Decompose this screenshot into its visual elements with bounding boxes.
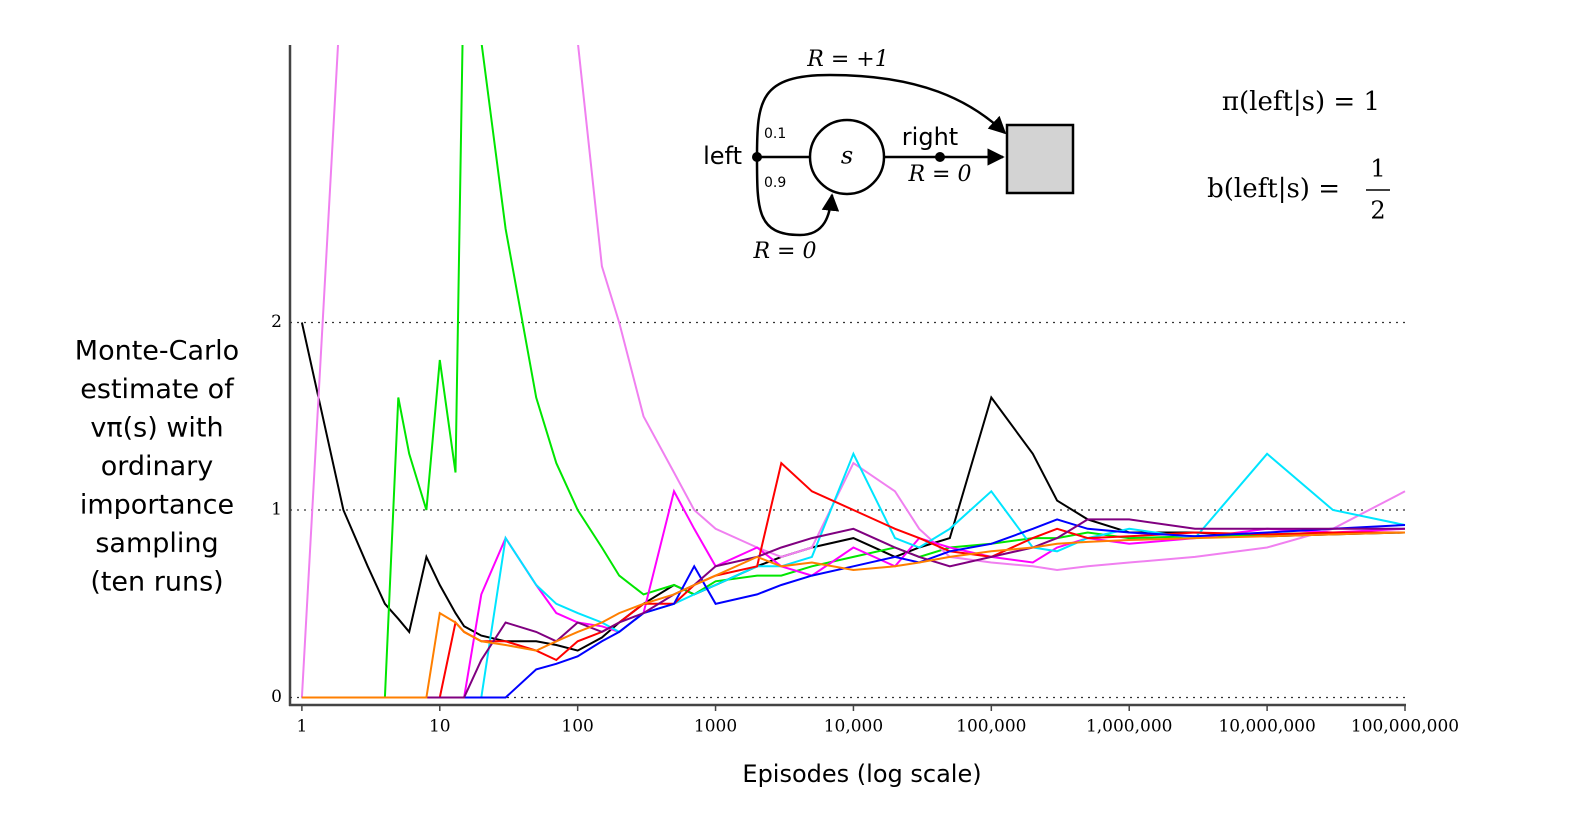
series-line xyxy=(301,518,1405,699)
diagram xyxy=(752,73,1075,237)
terminal-node xyxy=(1005,123,1075,195)
x-tick-label: 1 xyxy=(296,717,307,737)
y-axis-label: (ten runs) xyxy=(90,567,223,598)
diagram-label: R = 0 xyxy=(908,162,972,187)
series-line xyxy=(301,461,1405,699)
x-tick-label: 1000 xyxy=(694,717,737,737)
series-line xyxy=(301,518,1406,699)
diagram-label: right xyxy=(902,123,958,151)
series-line xyxy=(301,488,1406,699)
diagram-label: s xyxy=(841,142,853,170)
x-tick-label: 100 xyxy=(561,717,593,737)
x-tick-label: 1,000,000 xyxy=(1086,717,1173,737)
series-line xyxy=(301,531,1406,699)
y-axis-label: Monte-Carlo xyxy=(75,336,239,367)
x-axis-label: Episodes (log scale) xyxy=(742,760,981,788)
y-axis-label: vπ(s) with xyxy=(90,413,223,444)
series-line xyxy=(301,451,1406,699)
edge xyxy=(755,73,1007,158)
y-axis-label: importance xyxy=(80,490,234,521)
plot-area xyxy=(300,45,1406,699)
policy-label: b(left|s) = xyxy=(1207,174,1340,204)
y-axis-label: sampling xyxy=(95,528,218,559)
x-tick-label: 100,000,000 xyxy=(1351,717,1459,737)
diagram-label: R = +1 xyxy=(806,47,888,72)
y-tick-label: 2 xyxy=(271,312,282,332)
y-axis-label: ordinary xyxy=(101,451,214,482)
policy-label: π(left|s) = 1 xyxy=(1222,87,1380,117)
action-node xyxy=(752,152,762,162)
y-axis-label: estimate of xyxy=(80,374,235,405)
diagram-label: 0.9 xyxy=(764,175,786,191)
y-tick-label: 0 xyxy=(271,687,282,707)
action-node xyxy=(935,152,945,162)
x-tick-label: 100,000 xyxy=(956,717,1026,737)
diagram-label: R = 0 xyxy=(753,239,817,264)
edge xyxy=(755,156,840,237)
policy-label: 2 xyxy=(1370,197,1385,225)
diagram-label: left xyxy=(703,142,742,170)
y-tick-label: 1 xyxy=(271,500,282,520)
diagram-label: 0.1 xyxy=(764,126,786,142)
series-line xyxy=(300,45,1406,698)
policy-label: 1 xyxy=(1370,155,1385,183)
x-tick-label: 10 xyxy=(429,717,451,737)
x-tick-label: 10,000,000 xyxy=(1218,717,1315,737)
x-tick-label: 10,000 xyxy=(824,717,883,737)
